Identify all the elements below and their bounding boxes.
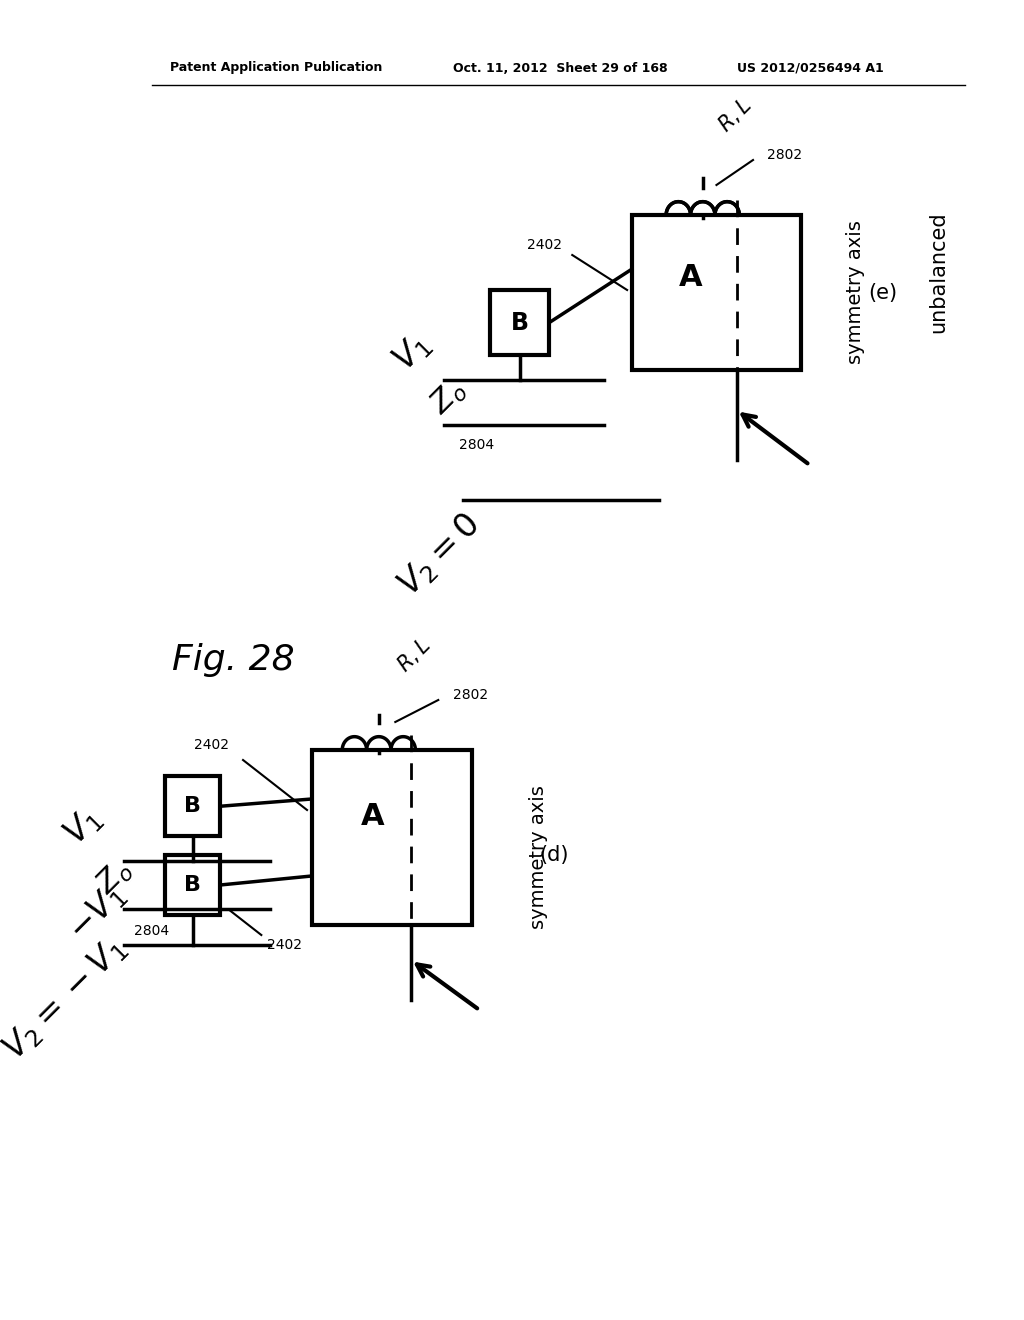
Text: Patent Application Publication: Patent Application Publication — [170, 62, 382, 74]
Text: 2804: 2804 — [134, 924, 169, 939]
Text: $Z_o$: $Z_o$ — [425, 374, 472, 421]
Text: unbalanced: unbalanced — [928, 211, 948, 334]
Text: A: A — [679, 263, 702, 292]
Bar — [632, 215, 801, 370]
Bar — [311, 750, 472, 925]
Text: (e): (e) — [868, 282, 898, 302]
Text: $V_1$: $V_1$ — [387, 326, 438, 378]
Text: $R, L$: $R, L$ — [714, 94, 756, 136]
Text: A: A — [360, 803, 384, 832]
Text: Fig. 28: Fig. 28 — [172, 643, 294, 677]
Text: $V_2 = 0$: $V_2 = 0$ — [392, 507, 487, 603]
Text: $-V_1$: $-V_1$ — [61, 878, 132, 949]
Bar — [165, 776, 220, 837]
Text: (d): (d) — [540, 845, 568, 865]
Text: B: B — [184, 796, 202, 816]
Text: Oct. 11, 2012  Sheet 29 of 168: Oct. 11, 2012 Sheet 29 of 168 — [454, 62, 668, 74]
Text: B: B — [511, 310, 528, 334]
Text: US 2012/0256494 A1: US 2012/0256494 A1 — [737, 62, 884, 74]
Text: 2802: 2802 — [453, 688, 487, 702]
Text: B: B — [184, 875, 202, 895]
Text: 2402: 2402 — [194, 738, 228, 752]
Bar — [489, 290, 550, 355]
Text: 2402: 2402 — [527, 238, 562, 252]
Text: $Z_o$: $Z_o$ — [91, 854, 138, 900]
Text: $V_1$: $V_1$ — [57, 801, 109, 851]
Text: 2804: 2804 — [459, 438, 494, 451]
Text: $V_2 = -V_1$: $V_2 = -V_1$ — [0, 931, 133, 1068]
Text: $R, L$: $R, L$ — [392, 634, 434, 676]
Bar — [165, 855, 220, 915]
Text: 2402: 2402 — [266, 939, 302, 952]
Text: symmetry axis: symmetry axis — [846, 220, 865, 364]
Text: symmetry axis: symmetry axis — [529, 785, 549, 929]
Text: 2802: 2802 — [767, 148, 803, 162]
